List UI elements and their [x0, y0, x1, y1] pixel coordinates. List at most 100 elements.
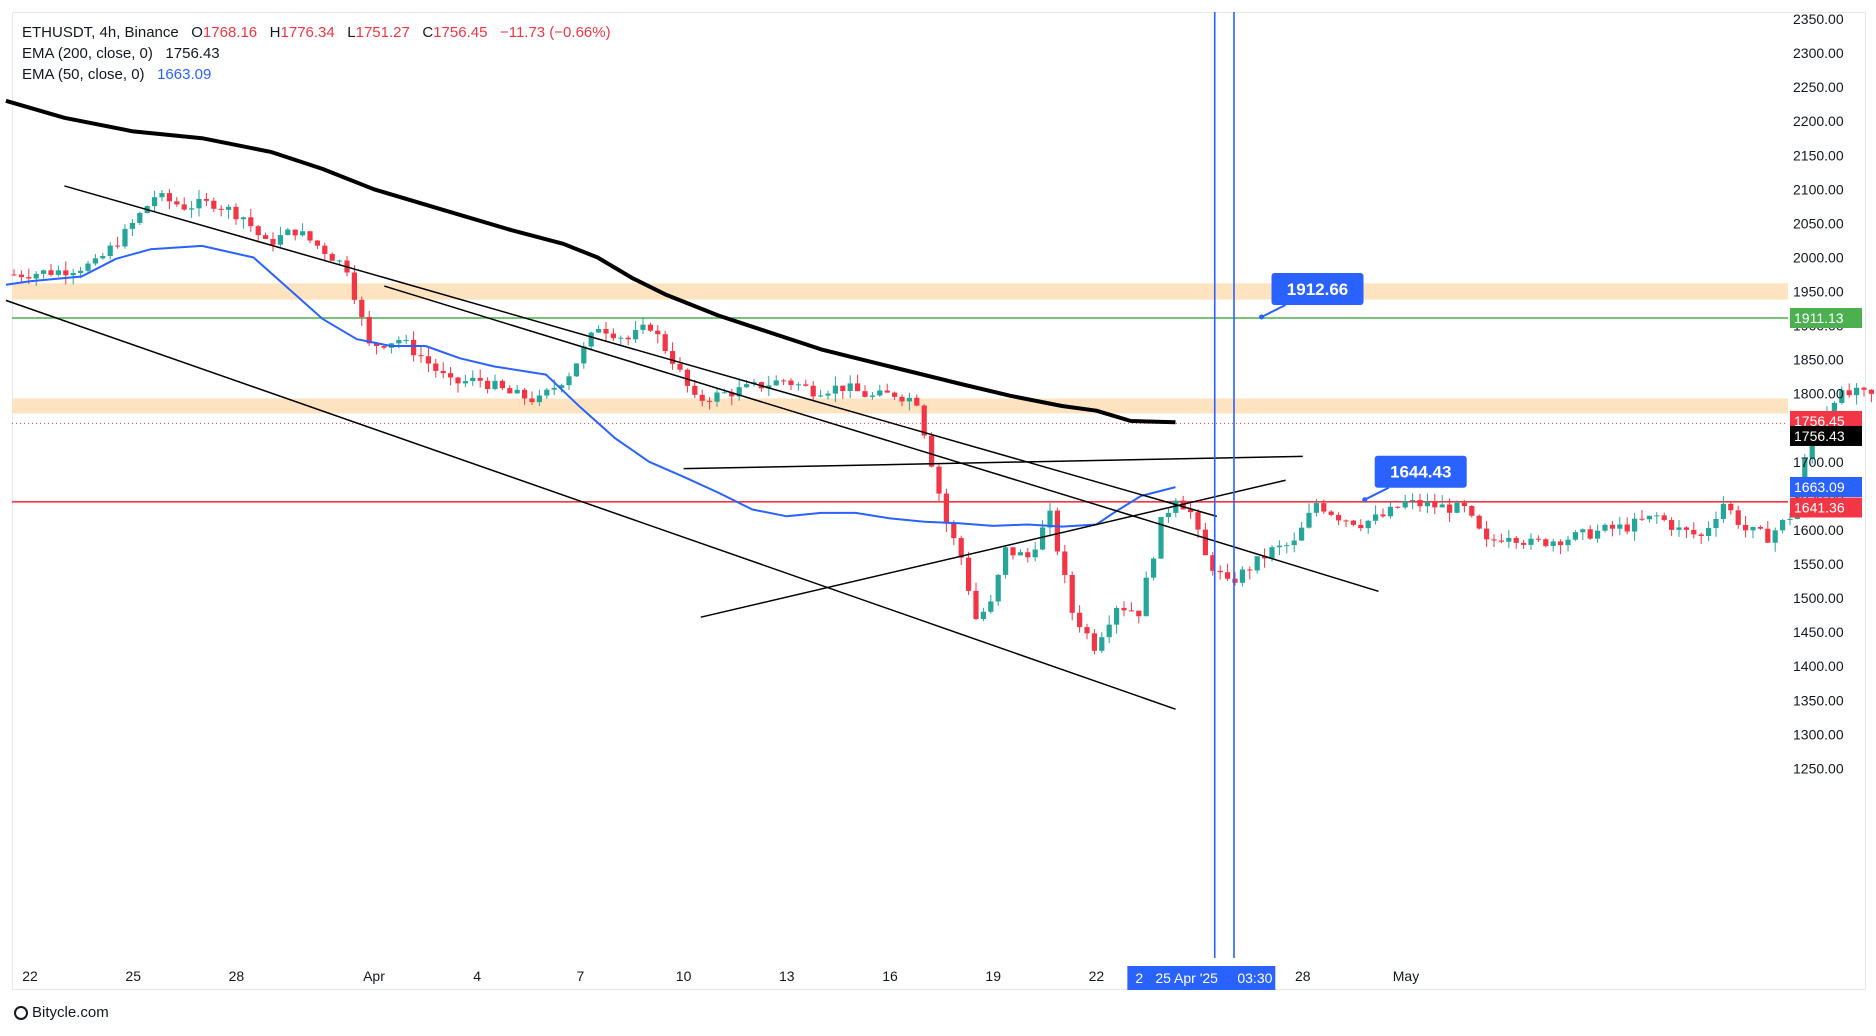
candle-body — [1343, 520, 1349, 522]
candle-body — [440, 370, 446, 374]
candle-body — [1017, 552, 1023, 556]
candle-body — [248, 217, 254, 227]
candle-body — [1306, 512, 1312, 528]
candle-body — [1757, 526, 1763, 529]
legend-close: 1756.45 — [433, 24, 488, 41]
candle-body — [396, 339, 402, 344]
candle-body — [1765, 528, 1771, 543]
y-tick-label: 1500.00 — [1793, 590, 1844, 606]
candle-body — [1106, 624, 1112, 638]
x-tick-label: 10 — [676, 968, 692, 984]
candle-body — [729, 392, 735, 397]
candle-body — [211, 200, 217, 209]
candle-body — [899, 396, 905, 402]
candle-body — [1550, 541, 1556, 546]
candle-body — [1069, 574, 1075, 613]
candle-body — [906, 397, 912, 402]
candle-body — [847, 383, 853, 391]
candle-body — [1639, 518, 1645, 520]
candle-body — [329, 253, 335, 261]
candle-body — [951, 523, 957, 539]
candle-body — [1062, 551, 1068, 575]
y-tick-label: 1350.00 — [1793, 692, 1844, 708]
candle-body — [647, 324, 653, 331]
candle-body — [640, 324, 646, 330]
candle-body — [1188, 509, 1194, 513]
candle-body — [1158, 517, 1164, 559]
y-tick-label: 2150.00 — [1793, 147, 1844, 163]
candle-body — [1543, 539, 1549, 546]
bitycle-logo-icon — [14, 1005, 28, 1020]
candle-body — [1247, 569, 1253, 571]
candle-body — [995, 574, 1001, 602]
y-tick-label: 2200.00 — [1793, 113, 1844, 129]
candle-body — [596, 328, 602, 333]
candle-body — [892, 392, 898, 397]
candle-body — [1461, 502, 1467, 507]
candle-body — [270, 238, 276, 245]
footer-brand[interactable]: Bitycle.com — [14, 1004, 109, 1021]
candle-body — [781, 380, 787, 382]
candle-body — [159, 193, 165, 198]
candle-body — [351, 272, 357, 300]
candle-body — [877, 390, 883, 396]
candle-body — [1506, 537, 1512, 542]
candle-body — [1720, 503, 1726, 519]
price-tag-bg-0 — [1790, 308, 1862, 329]
candle-body — [818, 395, 824, 397]
x-cursor-time: 03:30 — [1237, 970, 1272, 986]
candle-body — [958, 538, 964, 558]
candle-body — [1040, 527, 1046, 550]
candle-body — [322, 245, 328, 254]
candle-body — [1047, 510, 1053, 528]
legend-ema50-label: EMA (50, close, 0) — [22, 66, 145, 83]
candle-body — [536, 395, 542, 403]
candle-body — [840, 385, 846, 391]
candle-body — [684, 369, 690, 386]
candle-body — [633, 329, 639, 340]
candle-body — [936, 466, 942, 494]
candle-body — [1728, 503, 1734, 511]
price-tag-bg-4 — [1790, 497, 1862, 518]
candle-body — [1587, 529, 1593, 539]
legend-ema200-value: 1756.43 — [165, 45, 220, 62]
candle-body — [655, 330, 661, 335]
legend-ema50-row[interactable]: EMA (50, close, 0) 1663.09 — [22, 64, 611, 85]
candle-body — [1262, 556, 1268, 559]
candle-body — [1772, 530, 1778, 543]
candle-body — [522, 389, 528, 399]
candle-body — [914, 397, 920, 406]
x-tick-label: 22 — [22, 968, 38, 984]
candle-body — [1535, 538, 1541, 540]
candle-body — [1365, 520, 1371, 529]
supply-zone-0 — [12, 283, 1788, 300]
candle-body — [559, 385, 565, 388]
y-tick-label: 1250.00 — [1793, 760, 1844, 776]
candle-body — [1239, 569, 1245, 583]
candle-body — [1417, 500, 1423, 507]
legend-open: 1768.16 — [202, 24, 258, 41]
callout-anchor-1 — [1362, 497, 1368, 503]
candle-body — [1402, 501, 1408, 508]
candle-body — [381, 346, 387, 348]
candle-body — [411, 339, 417, 356]
candle-body — [1809, 440, 1815, 459]
candle-body — [1395, 506, 1401, 508]
x-tick-label: 4 — [473, 968, 481, 984]
candle-body — [1683, 527, 1689, 530]
candle-body — [285, 229, 291, 236]
y-tick-label: 1700.00 — [1793, 454, 1844, 470]
candle-body — [78, 270, 84, 274]
candle-body — [1661, 515, 1667, 521]
legend-ema200-row[interactable]: EMA (200, close, 0) 1756.43 — [22, 43, 611, 64]
candle-body — [1321, 503, 1327, 512]
x-tick-label: 25 — [125, 968, 141, 984]
candle-body — [1254, 556, 1260, 571]
candle-body — [359, 299, 365, 317]
candle-body — [855, 383, 861, 392]
candle-body — [544, 389, 550, 396]
candle-body — [403, 339, 409, 341]
candle-body — [48, 270, 54, 275]
candle-body — [736, 387, 742, 397]
